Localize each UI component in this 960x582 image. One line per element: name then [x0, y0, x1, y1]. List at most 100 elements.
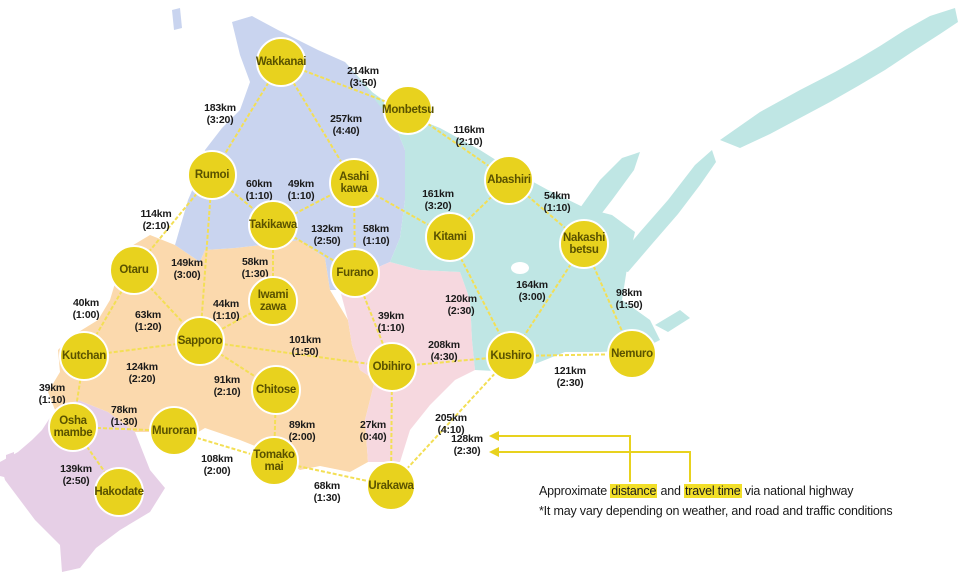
route-rumoi-sapporo — [199, 174, 213, 342]
city-wakkanai: Wakkanai — [256, 37, 307, 87]
city-label: Muroran — [152, 425, 196, 437]
city-label: Hakodate — [94, 486, 143, 498]
city-marker — [366, 461, 416, 511]
city-chitose: Chitose — [251, 365, 301, 415]
route-time: (3:00) — [174, 269, 201, 281]
city-label-line: Kushiro — [490, 350, 532, 362]
city-label-line: betsu — [569, 244, 598, 256]
route-time: (1:20) — [135, 321, 162, 333]
route-time: (2:10) — [456, 136, 483, 148]
route-label-wakkanai-rumoi: 183km (3:20) — [204, 102, 236, 126]
route-distance: 183km — [204, 102, 236, 114]
route-label-rumoi-takikawa: 60km (1:10) — [246, 178, 273, 202]
route-label-muroran-tomakomai: 68km (1:30) — [314, 480, 341, 504]
city-marker — [251, 365, 301, 415]
city-marker — [175, 316, 225, 366]
city-label-line: Sapporo — [178, 335, 223, 347]
city-label-line: kawa — [341, 183, 369, 195]
city-sapporo: Sapporo — [175, 316, 225, 366]
route-time: (2:30) — [448, 305, 475, 317]
legend-arrowhead-distance — [489, 431, 499, 441]
route-label-asahikawa-furano: 58km (1:30) — [242, 256, 269, 280]
city-monbetsu: Monbetsu — [382, 85, 435, 135]
route-label-kutchan-oshamambe: 78km (1:30) — [111, 404, 138, 428]
route-distance: 114km — [140, 208, 171, 220]
route-label-otaru-sapporo: 39km (1:10) — [378, 310, 405, 334]
route-label-nakashibetsu-kushiro: 98km (1:50) — [616, 287, 643, 311]
city-asahikawa: Asahi kawa — [329, 158, 379, 208]
route-label-kutchan-sapporo: 91km (2:10) — [214, 374, 241, 398]
city-rumoi: Rumoi — [187, 150, 237, 200]
city-label-line: Wakkanai — [256, 56, 306, 68]
city-label: Chitose — [256, 384, 296, 396]
city-label-line: Kitami — [433, 231, 466, 243]
route-label-sapporo-chitose: 39km (1:10) — [39, 382, 66, 406]
city-label-line: Otaru — [119, 264, 148, 276]
route-wakkanai-monbetsu — [280, 61, 409, 111]
route-time: (1:10) — [544, 202, 571, 214]
city-tomakomai: Tomako mai — [249, 436, 299, 486]
route-distance-labels: 214km (3:50)183km (3:20) 257km (4:40) 116km (2… — [39, 65, 643, 504]
route-time: (2:00) — [289, 431, 316, 443]
route-label-oshamambe-hakodate: 108km (2:00) — [201, 453, 233, 477]
legend-arrowhead-time — [489, 447, 499, 457]
route-label-sapporo-obihiro: 208km (4:30) — [428, 339, 460, 363]
city-label-line: zawa — [260, 301, 287, 313]
route-time: (3:20) — [425, 200, 452, 212]
city-marker — [383, 85, 433, 135]
city-label-line: Furano — [336, 267, 373, 279]
route-time: (1:10) — [288, 190, 315, 202]
route-otaru-kutchan — [83, 269, 135, 357]
route-time: (1:30) — [242, 268, 269, 280]
route-label-furano-obihiro: 120km (2:30) — [445, 293, 477, 317]
route-label-kushiro-nemuro: 124km (2:20) — [126, 361, 158, 385]
route-time: (1:50) — [292, 346, 319, 358]
route-time: (2:20) — [129, 373, 156, 385]
city-label: Tomako mai — [253, 449, 295, 473]
city-nemuro: Nemuro — [607, 329, 657, 379]
city-label: Kushiro — [490, 350, 532, 362]
route-label-monbetsu-abashiri: 116km (2:10) — [453, 124, 484, 148]
city-label-line: Takikawa — [249, 219, 298, 231]
route-distance: 60km — [246, 178, 272, 190]
island-rebun — [172, 8, 182, 30]
city-label-line: mambe — [54, 427, 93, 439]
route-distance: 39km — [39, 382, 65, 394]
legend-distance-highlight: distance — [610, 484, 658, 498]
route-abashiri-nakashibetsu — [508, 179, 585, 245]
city-label: Furano — [336, 267, 373, 279]
city-label-line: Rumoi — [195, 169, 229, 181]
legend-arrow-distance — [497, 435, 631, 482]
route-label-tomakomai-urakawa: 128km (2:30) — [451, 433, 483, 457]
city-marker — [256, 37, 306, 87]
island-etorofu — [720, 8, 958, 148]
route-distance: 139km — [60, 463, 92, 475]
city-muroran: Muroran — [149, 406, 199, 456]
route-time: (2:30) — [454, 445, 481, 457]
route-time: (1:10) — [378, 322, 405, 334]
route-distance: 214km — [347, 65, 379, 77]
city-iwamizawa: Iwami zawa — [248, 276, 298, 326]
route-distance: 161km — [422, 188, 454, 200]
legend-arrows — [489, 431, 691, 482]
legend: Approximate distance and travel time via… — [539, 482, 893, 522]
city-label: Otaru — [119, 264, 148, 276]
city-urakawa: Urakawa — [366, 461, 416, 511]
route-time: (0:40) — [360, 431, 387, 443]
route-label-chitose-tomakomai: 27km (0:40) — [360, 419, 387, 443]
route-label-takikawa-furano: 58km (1:10) — [363, 223, 390, 247]
route-distance: 108km — [201, 453, 233, 465]
city-label-line: Hakodate — [94, 486, 143, 498]
city-oshamambe: Osha mambe — [48, 402, 98, 452]
city-obihiro: Obihiro — [367, 342, 417, 392]
route-distance: 120km — [445, 293, 477, 305]
city-label: Monbetsu — [382, 104, 434, 116]
route-distance: 49km — [288, 178, 314, 190]
city-kitami: Kitami — [425, 212, 475, 262]
city-marker — [187, 150, 237, 200]
city-marker — [484, 155, 534, 205]
region-north — [175, 16, 405, 290]
route-time: (1:30) — [111, 416, 138, 428]
route-distance: 121km — [554, 365, 586, 377]
region-south — [0, 400, 165, 572]
